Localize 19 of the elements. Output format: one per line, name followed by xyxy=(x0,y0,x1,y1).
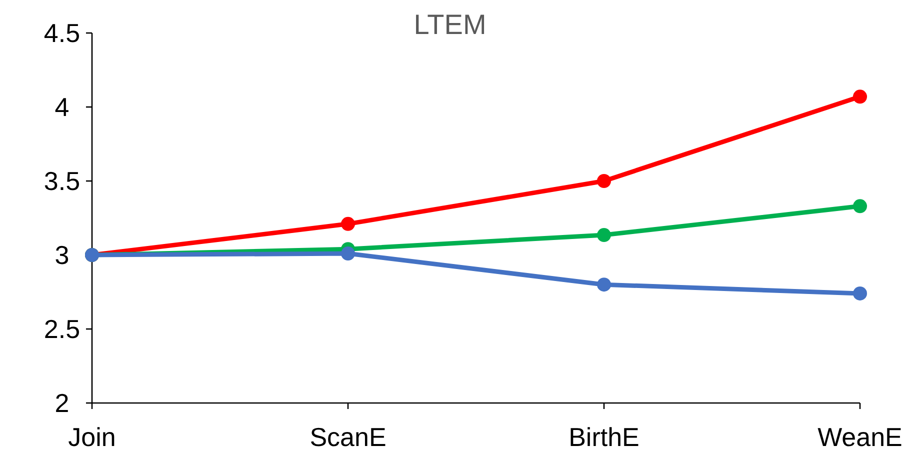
y-tick-label: 4.5 xyxy=(44,18,80,48)
point xyxy=(853,90,867,104)
x-tick-label: WeanE xyxy=(818,422,902,452)
point xyxy=(853,286,867,300)
y-tick-label: 2.5 xyxy=(44,314,80,344)
point xyxy=(597,174,611,188)
point xyxy=(597,278,611,292)
point xyxy=(341,246,355,261)
point xyxy=(597,228,611,242)
x-tick-label: BirthE xyxy=(568,422,640,452)
point xyxy=(341,216,355,231)
x-tick-label: ScanE xyxy=(310,422,386,452)
point xyxy=(853,199,867,214)
y-tick-label: 3 xyxy=(54,240,70,270)
y-tick-label: 3.5 xyxy=(44,166,80,196)
y-tick-label: 4 xyxy=(54,92,70,122)
y-tick-label: 2 xyxy=(54,388,70,418)
x-tick-label: Join xyxy=(68,422,116,452)
chart-title: LTEM xyxy=(414,9,486,40)
